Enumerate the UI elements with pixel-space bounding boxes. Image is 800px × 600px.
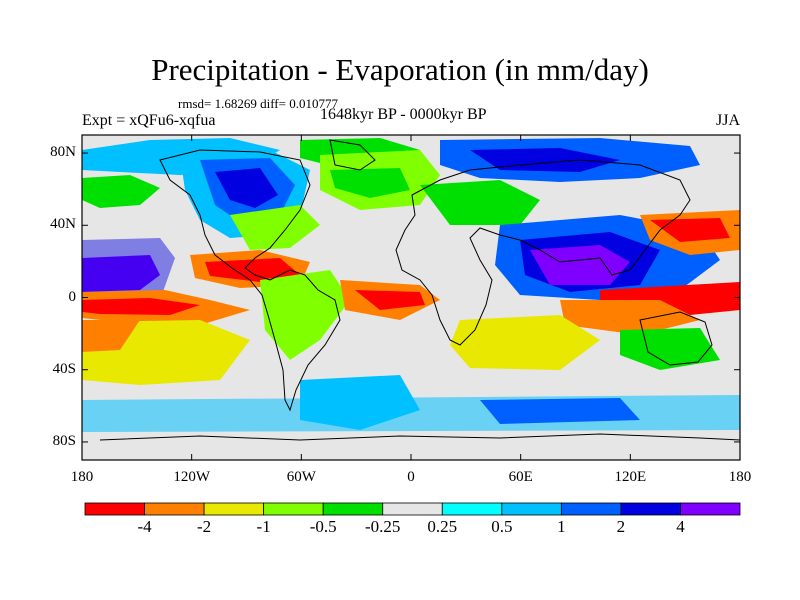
coastlines: [99, 139, 740, 441]
greenland-coastline: [329, 139, 376, 171]
colorbar-label: 0.25: [427, 517, 458, 536]
colorbar-label: -1: [256, 517, 271, 536]
axis-ticks: [81, 135, 741, 460]
lon-tick-label: 0: [407, 469, 415, 485]
lat-tick-label: 80N: [50, 144, 76, 161]
colorbar: [84, 502, 741, 516]
colorbar-swatch: [144, 502, 205, 516]
colorbar-swatch: [382, 502, 443, 516]
south-america-green: [260, 270, 350, 360]
east-pacific-itcz: [82, 255, 160, 292]
period-label: 1648kyr BP - 0000kyr BP: [320, 106, 487, 123]
south-atlantic-red: [355, 290, 425, 310]
central-america-red: [205, 258, 300, 282]
colorbar-swatch: [441, 502, 503, 516]
colorbar-swatch: [203, 502, 265, 516]
colorbar-swatch: [84, 502, 145, 516]
lon-tick-label: 180: [728, 469, 752, 485]
colorbar-label: 4: [676, 517, 685, 536]
north-america-core: [215, 168, 278, 208]
colorbar-swatch: [263, 502, 324, 516]
colorbar-swatch: [501, 502, 562, 516]
colorbar-label: 0.5: [491, 517, 513, 536]
eurasia-africa-coastline: [395, 159, 691, 346]
colorbar-swatch: [560, 502, 622, 516]
colorbar-swatch: [680, 502, 741, 516]
season-label: JJA: [716, 112, 741, 129]
lat-tick-label: 80S: [52, 432, 76, 449]
colorbar-swatch: [322, 502, 384, 516]
australia-coastline: [639, 311, 713, 366]
colorbar-swatch: [620, 502, 681, 516]
europe-green: [420, 180, 540, 225]
south-indian-yellow: [450, 315, 600, 370]
antarctica-coastline: [99, 433, 740, 441]
map-field: [82, 135, 740, 460]
lon-tick-label: 120W: [173, 469, 210, 485]
north-atlantic-core: [330, 168, 410, 198]
experiment-label: Expt = xQFu6-xqfua: [82, 112, 216, 129]
colorbar-label: -0.5: [309, 517, 337, 536]
colorbar-label: -2: [196, 517, 212, 536]
east-pacific-red: [82, 298, 200, 315]
americas-coastline: [159, 149, 341, 412]
north-pacific-green: [82, 175, 160, 208]
lon-tick-label: 60E: [508, 469, 533, 485]
colorbar-label: 2: [616, 517, 626, 536]
lat-tick-label: 0: [68, 288, 77, 305]
indian-monsoon-core: [530, 245, 630, 285]
lon-tick-label: 120E: [614, 469, 647, 485]
plot-title: Precipitation - Evaporation (in mm/day): [151, 52, 649, 87]
lat-tick-label: 40N: [50, 216, 76, 233]
colorbar-label: -0.25: [365, 517, 401, 536]
gulf-green: [230, 205, 320, 250]
lon-tick-label: 60W: [286, 469, 316, 485]
colorbar-label: -4: [137, 517, 152, 536]
southern-ocean-band: [82, 395, 740, 432]
indian-ocean-orange: [560, 300, 700, 335]
rmsd-diff-stats: rmsd= 1.68269 diff= 0.010777: [178, 96, 338, 111]
lon-tick-label: 180: [70, 469, 94, 485]
south-pacific-orange: [82, 320, 140, 352]
east-pacific-halo: [82, 238, 175, 302]
west-pacific-red: [650, 218, 730, 242]
southern-ocean-deep: [480, 398, 640, 424]
colorbar-label: 1: [557, 517, 566, 536]
lat-tick-label: 40S: [52, 360, 76, 377]
